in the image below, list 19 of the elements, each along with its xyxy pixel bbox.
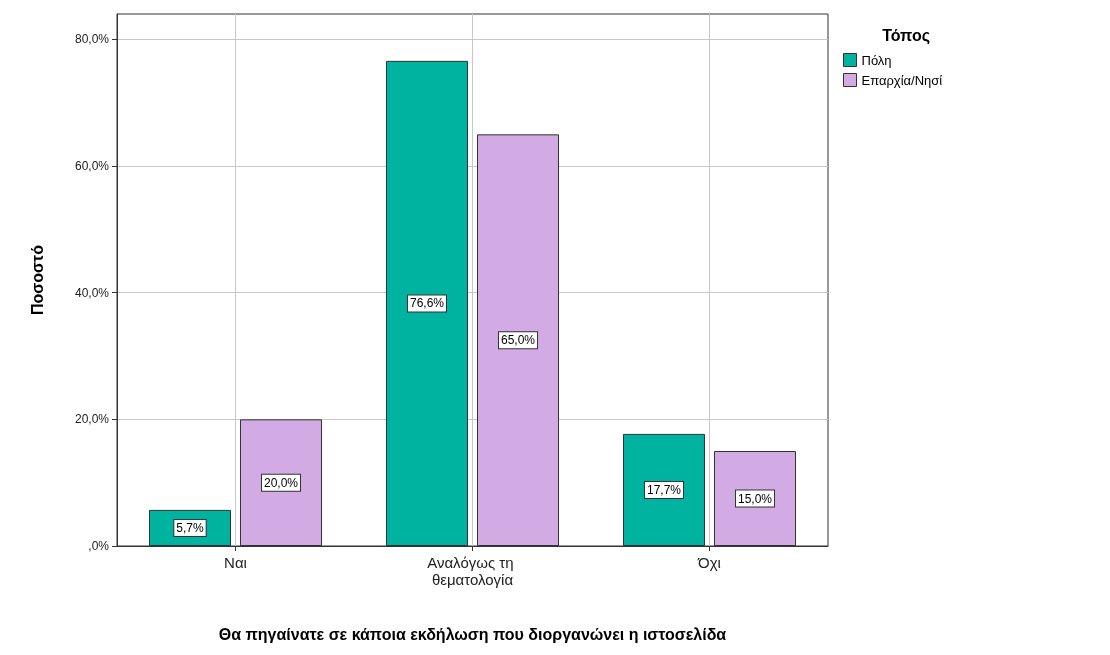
y-tick-label: ,0% bbox=[88, 539, 110, 553]
data-label: 17,7% bbox=[646, 482, 682, 497]
data-label: 76,6% bbox=[409, 296, 445, 311]
x-tick-label: Ναι bbox=[224, 554, 247, 571]
legend-label: Πόλη bbox=[861, 52, 892, 68]
data-label: 5,7% bbox=[176, 520, 204, 535]
legend-title: Τόπος bbox=[882, 26, 930, 45]
y-tick-label: 60,0% bbox=[74, 159, 110, 173]
data-label: 20,0% bbox=[263, 475, 299, 490]
x-tick-label: Όχι bbox=[697, 554, 721, 571]
data-label: 65,0% bbox=[500, 333, 536, 348]
y-tick-label: 20,0% bbox=[74, 412, 110, 427]
y-tick-label: 40,0% bbox=[74, 285, 110, 300]
y-axis-title: Ποσοστό bbox=[28, 244, 46, 315]
x-axis-title: Θα πηγαίνατε σε κάποια εκδήλωση που διοργανώνει η ιστοσελίδα bbox=[218, 625, 727, 643]
legend-label: Επαρχία/Νησί bbox=[861, 72, 943, 88]
data-label: 15,0% bbox=[737, 491, 773, 506]
x-tick-label: Αναλόγως τη θεματολογία bbox=[427, 554, 518, 588]
y-tick-label: 80,0% bbox=[74, 32, 110, 47]
